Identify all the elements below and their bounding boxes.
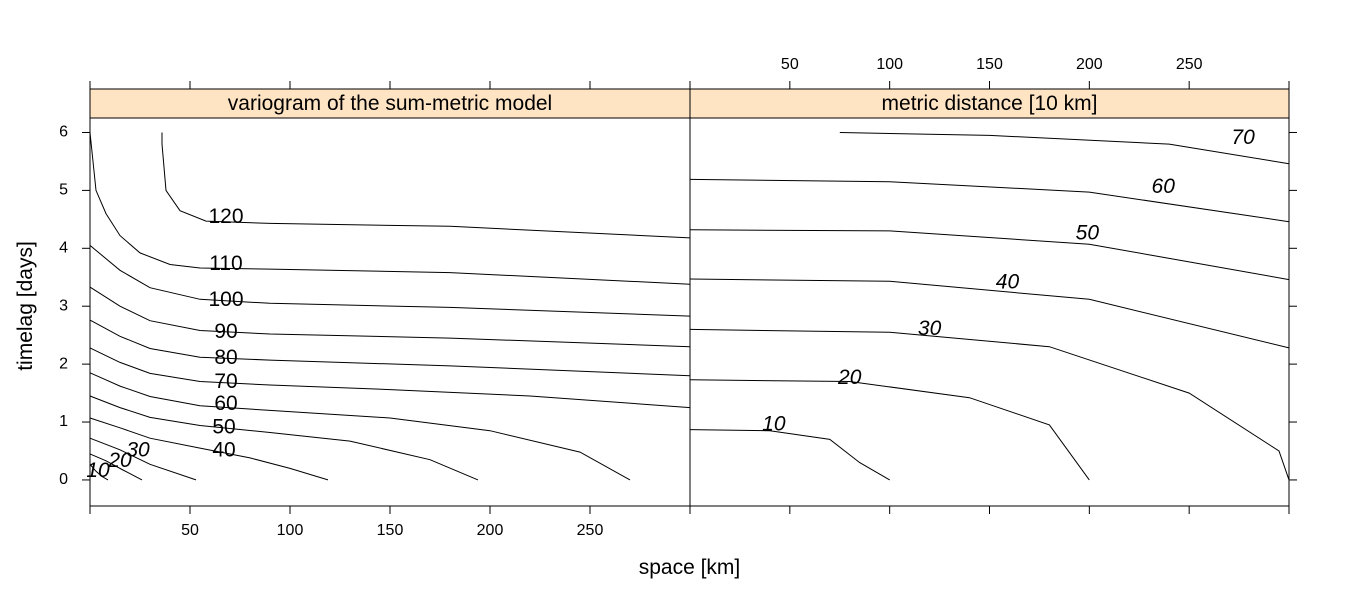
contour-label-60: 60	[214, 392, 237, 415]
contour-label-70: 70	[214, 370, 237, 393]
metric-distance-panel-frame	[689, 117, 1290, 507]
contour-label-40: 40	[212, 439, 235, 462]
contour-label-30: 30	[126, 439, 150, 462]
variogram-panel-title: variogram of the sum-metric model	[228, 92, 552, 115]
contour-label-50: 50	[212, 415, 235, 438]
contour-line-30	[689, 328, 1290, 481]
contour-line-80	[89, 319, 691, 377]
x-tick-label: 150	[976, 56, 1003, 73]
contour-label-80: 80	[214, 346, 237, 369]
x-tick-label: 200	[477, 522, 504, 539]
x-tick-label: 200	[1076, 56, 1103, 73]
variogram-panel-frame	[89, 117, 691, 507]
contour-line-10	[89, 463, 109, 481]
contour-line-110	[89, 132, 691, 285]
y-tick-label: 1	[59, 413, 68, 430]
variogram-panel: variogram of the sum-metric model 102030…	[86, 88, 691, 507]
variogram-panel-strip	[89, 88, 691, 119]
y-axis-label: timelag [days]	[14, 241, 37, 371]
contour-line-30	[89, 437, 197, 481]
y-tick-label: 3	[59, 297, 68, 314]
x-tick-label: 50	[181, 522, 199, 539]
axes: 50 100 150 200 250 50 100 150 200 250 0 1 2 3 4 5 6	[59, 56, 1297, 539]
x-tick-label: 100	[876, 56, 903, 73]
metric-distance-contours: 10 20 30 40 50 60 70	[689, 126, 1290, 481]
contour-label-20: 20	[107, 449, 132, 472]
contour-label-70: 70	[1231, 126, 1255, 149]
contour-label-100: 100	[208, 288, 243, 311]
contour-line-20	[89, 453, 143, 481]
contour-line-20	[689, 379, 1090, 481]
y-tick-label: 6	[59, 124, 68, 141]
contour-label-60: 60	[1152, 175, 1176, 198]
x-tick-label: 250	[577, 522, 604, 539]
y-tick-label: 0	[59, 471, 68, 488]
contour-label-30: 30	[918, 317, 942, 340]
contour-line-90	[89, 286, 691, 348]
metric-distance-panel-strip	[689, 88, 1290, 119]
contour-line-100	[89, 245, 691, 317]
contour-label-110: 110	[209, 252, 242, 275]
contour-line-10	[689, 429, 890, 481]
contour-label-10: 10	[86, 459, 110, 482]
x-tick-label: 250	[1176, 56, 1203, 73]
y-tick-label: 2	[59, 355, 68, 372]
contour-line-60	[89, 372, 631, 481]
x-tick-label: 50	[781, 56, 799, 73]
contour-label-20: 20	[837, 366, 862, 389]
x-tick-label: 100	[277, 522, 304, 539]
y-tick-label: 4	[59, 240, 68, 257]
contour-label-40: 40	[996, 271, 1020, 294]
contour-label-120: 120	[208, 205, 243, 228]
contour-line-60	[689, 178, 1290, 223]
x-tick-label: 150	[377, 522, 404, 539]
contour-line-50	[89, 395, 479, 481]
contour-label-10: 10	[762, 412, 786, 435]
contour-line-120	[161, 132, 691, 239]
contour-label-90: 90	[214, 320, 237, 343]
metric-distance-panel-title: metric distance [10 km]	[882, 92, 1098, 115]
contour-line-70	[89, 347, 691, 409]
contour-line-40	[689, 278, 1290, 349]
contour-line-40	[89, 417, 329, 481]
contour-line-50	[689, 229, 1290, 281]
contour-label-50: 50	[1076, 221, 1100, 244]
contour-line-70	[839, 132, 1290, 165]
y-tick-label: 5	[59, 182, 68, 199]
x-axis-label: space [km]	[639, 556, 741, 579]
metric-distance-panel: metric distance [10 km] 10 20 30 40 50 60 70	[689, 88, 1290, 507]
